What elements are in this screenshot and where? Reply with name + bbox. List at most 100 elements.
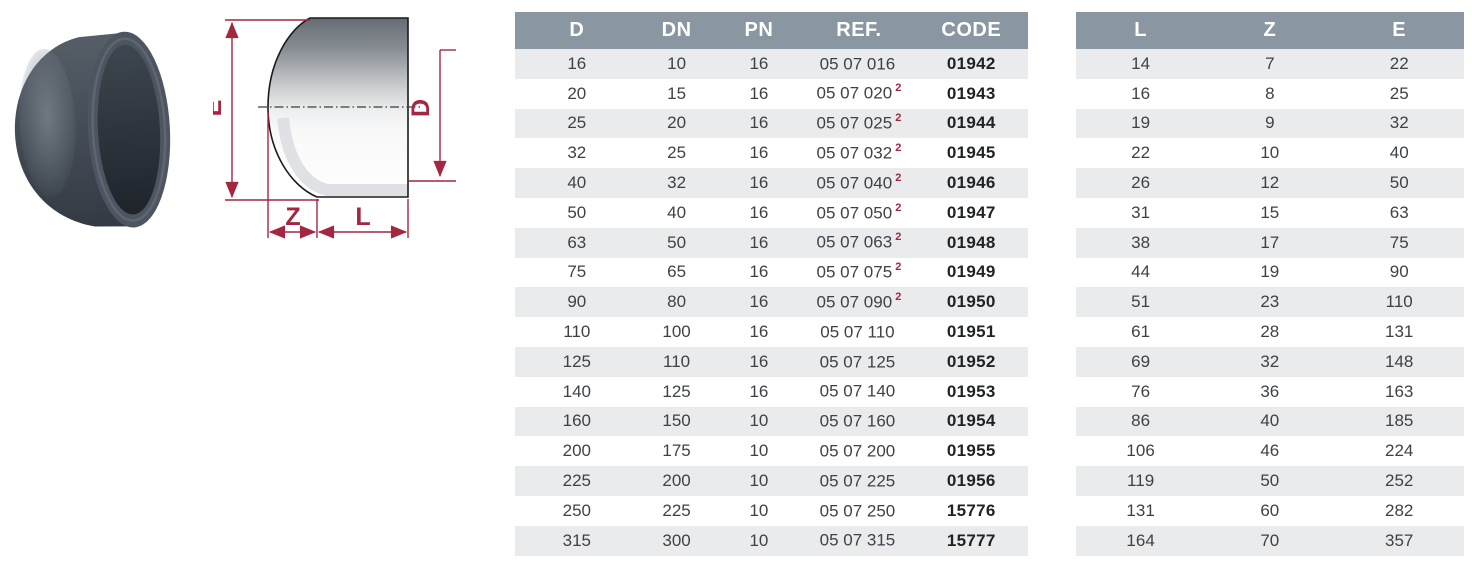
ref-text: 05 07 016 [819,54,896,74]
cell: 90 [1334,257,1464,288]
cell: 22 [1334,49,1464,79]
cell: 19 [1205,257,1335,288]
table-row: 32 25 16 05 07 032 2 01945 [515,138,1028,169]
cell: 40 [1205,406,1335,437]
cap-inner-wall [277,117,408,196]
cell: 05 07 063 2 [803,227,915,258]
table-row: 69 32 148 [1076,346,1464,377]
cell: 01947 [914,197,1028,228]
table-row: 250 225 10 05 07 250 15776 [515,495,1028,526]
cell: 63 [1334,197,1464,228]
cell: 25 [1334,78,1464,109]
cell: 40 [515,168,639,198]
cell: 12 [1205,168,1335,198]
cell: 16 [714,376,804,407]
cell: 140 [515,376,639,407]
cell: 05 07 020 2 [803,78,915,109]
cell: 32 [1334,108,1464,139]
cell: 05 07 090 2 [803,287,915,318]
cell: 40 [638,197,715,228]
cell: 175 [638,436,715,467]
ref-text: 05 07 225 [819,471,896,491]
cell: 15776 [914,495,1028,526]
cell: 315 [515,525,639,556]
footnote-marker: 2 [895,201,902,214]
cell: 75 [515,257,639,288]
table-row: 315 300 10 05 07 315 15777 [515,525,1028,556]
cell: 15 [1205,197,1335,228]
cell: 15777 [914,525,1028,556]
dimension-lines [225,19,456,239]
cell: 60 [1205,495,1335,526]
cap-bore [97,44,161,215]
table-row: 25 20 16 05 07 025 2 01944 [515,108,1028,139]
table-row: 160 150 10 05 07 160 01954 [515,406,1028,437]
cell: 225 [638,495,715,526]
cell: 01956 [914,466,1028,496]
cell: 125 [515,346,639,377]
ref-text: 05 07 110 [820,322,895,342]
footnote-marker: 2 [895,290,902,303]
cell: 76 [1076,376,1206,407]
cell: 17 [1205,227,1335,258]
cell: 01952 [914,346,1028,377]
cell: 20 [515,78,639,109]
dim-label-d: D [407,99,435,117]
table-row: 14 7 22 [1076,49,1464,79]
cell: 01954 [914,406,1028,437]
ref-text: 05 07 250 [819,501,896,521]
cell: 86 [1076,406,1206,437]
ref-text: 05 07 125 [819,352,896,372]
cell: 32 [638,168,715,198]
cell: 75 [1334,227,1464,258]
cell: 100 [638,317,715,347]
ref-text: 05 07 032 [816,143,893,163]
cell: 9 [1205,108,1335,139]
cap-profile-fill [268,18,408,197]
cell: 05 07 140 [803,376,915,407]
table-row: 86 40 185 [1076,406,1464,437]
cell: 16 [714,78,804,109]
table-row: 164 70 357 [1076,525,1464,556]
cell: 8 [1205,78,1335,109]
cell: 250 [515,495,639,526]
column-header: Z [1205,12,1335,49]
table-row: 225 200 10 05 07 225 01956 [515,466,1028,496]
table-row: 63 50 16 05 07 063 2 01948 [515,227,1028,258]
cell: 05 07 032 2 [803,138,915,169]
cell: 05 07 075 2 [803,257,915,288]
pvc-cap-photo-svg [14,31,171,228]
table-row: 40 32 16 05 07 040 2 01946 [515,168,1028,198]
cell: 63 [515,227,639,258]
cell: 01953 [914,376,1028,407]
cell: 05 07 050 2 [803,197,915,228]
table-row: 16 8 25 [1076,78,1464,109]
cell: 119 [1076,466,1206,496]
cell: 22 [1076,138,1206,169]
cell: 16 [515,49,639,79]
cell: 44 [1076,257,1206,288]
cell: 357 [1334,525,1464,556]
column-header: REF. [803,12,915,49]
cell: 224 [1334,436,1464,467]
cell: 15 [638,78,715,109]
column-header: PN [714,12,804,49]
cell: 01951 [914,317,1028,347]
ref-text: 05 07 040 [816,173,893,193]
table-row: 22 10 40 [1076,138,1464,169]
cell: 01948 [914,227,1028,258]
table-row: 110 100 16 05 07 110 01951 [515,317,1028,347]
cell: 40 [1334,138,1464,169]
ref-text: 05 07 200 [819,441,896,461]
ref-text: 05 07 140 [819,381,896,401]
table-row: 26 12 50 [1076,168,1464,198]
cell: 16 [1076,78,1206,109]
cell: 32 [515,138,639,169]
cell: 01949 [914,257,1028,288]
cell: 20 [638,108,715,139]
ref-text: 05 07 090 [816,292,893,312]
table-row: 75 65 16 05 07 075 2 01949 [515,257,1028,288]
table-row: 51 23 110 [1076,287,1464,318]
table-row: 44 19 90 [1076,257,1464,288]
